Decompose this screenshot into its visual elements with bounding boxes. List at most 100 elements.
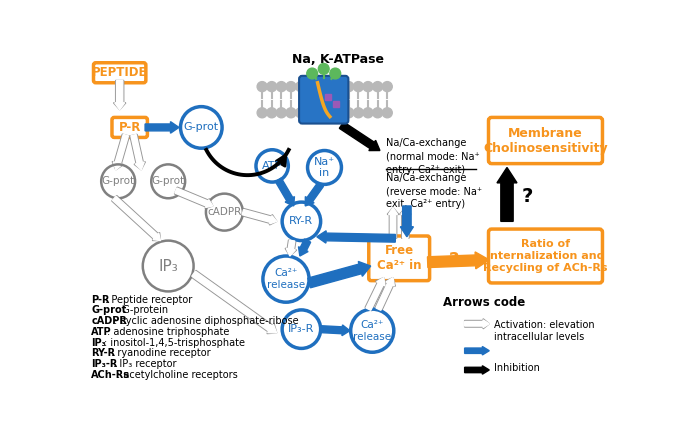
Text: : cyclic adenosine diphosphate-ribose: : cyclic adenosine diphosphate-ribose xyxy=(114,316,299,326)
Text: G-prot: G-prot xyxy=(151,176,185,186)
FancyArrow shape xyxy=(114,81,125,110)
FancyArrow shape xyxy=(242,209,277,225)
Text: IP₃: IP₃ xyxy=(91,338,106,348)
Circle shape xyxy=(334,108,344,118)
Circle shape xyxy=(266,81,277,92)
Circle shape xyxy=(382,81,393,92)
Circle shape xyxy=(307,68,318,79)
FancyArrow shape xyxy=(242,210,277,224)
FancyBboxPatch shape xyxy=(93,63,146,83)
FancyArrow shape xyxy=(365,278,386,311)
FancyArrow shape xyxy=(401,207,410,238)
FancyBboxPatch shape xyxy=(112,117,147,137)
Text: G-prot: G-prot xyxy=(91,305,127,315)
FancyArrow shape xyxy=(192,271,277,333)
FancyArrow shape xyxy=(387,207,399,238)
Text: IP₃-R: IP₃-R xyxy=(288,324,314,334)
Text: Ca²⁺
release: Ca²⁺ release xyxy=(353,320,391,342)
Circle shape xyxy=(296,108,306,118)
Text: cADPR: cADPR xyxy=(208,207,242,217)
Circle shape xyxy=(344,81,353,92)
FancyArrow shape xyxy=(308,262,371,288)
Text: Na/Ca-exchange
(reverse mode: Na⁺
exit, Ca²⁺ entry): Na/Ca-exchange (reverse mode: Na⁺ exit, … xyxy=(386,173,482,209)
Circle shape xyxy=(363,108,373,118)
FancyArrow shape xyxy=(375,278,395,311)
FancyArrow shape xyxy=(175,187,213,209)
Text: Inhibition: Inhibition xyxy=(494,363,540,373)
Text: cADPR: cADPR xyxy=(91,316,127,326)
Bar xyxy=(333,101,339,107)
Text: Na/Ca-exchange
(normal mode: Na⁺
entry, Ca²⁺ exit): Na/Ca-exchange (normal mode: Na⁺ entry, … xyxy=(386,138,480,174)
Circle shape xyxy=(363,81,373,92)
FancyArrow shape xyxy=(464,320,489,328)
Text: : Peptide receptor: : Peptide receptor xyxy=(105,294,192,304)
FancyArrow shape xyxy=(131,135,145,170)
Text: Na, K-ATPase: Na, K-ATPase xyxy=(292,53,384,66)
FancyArrow shape xyxy=(191,271,277,333)
Text: IP₃-R: IP₃-R xyxy=(91,359,118,369)
Text: : inositol-1,4,5-trisphosphate: : inositol-1,4,5-trisphosphate xyxy=(103,338,245,348)
Circle shape xyxy=(296,81,306,92)
Circle shape xyxy=(276,81,286,92)
Text: ATP: ATP xyxy=(262,161,282,171)
FancyArrow shape xyxy=(376,278,395,310)
Text: RY-R: RY-R xyxy=(91,349,115,359)
Text: Activation: elevation
intracellular levels: Activation: elevation intracellular leve… xyxy=(494,320,595,343)
FancyArrow shape xyxy=(112,134,129,170)
FancyBboxPatch shape xyxy=(299,76,349,123)
Circle shape xyxy=(286,81,296,92)
FancyArrow shape xyxy=(145,122,179,133)
FancyArrow shape xyxy=(464,319,489,329)
FancyArrow shape xyxy=(464,366,489,374)
Circle shape xyxy=(319,64,329,74)
FancyArrow shape xyxy=(427,252,489,269)
FancyArrow shape xyxy=(306,182,323,206)
Text: Na⁺
in: Na⁺ in xyxy=(314,157,335,178)
Text: ?: ? xyxy=(521,187,533,206)
Circle shape xyxy=(330,68,340,79)
FancyArrow shape xyxy=(112,196,160,241)
Circle shape xyxy=(325,81,334,92)
Text: ATP: ATP xyxy=(91,327,112,337)
FancyArrow shape xyxy=(339,122,380,151)
Circle shape xyxy=(353,81,363,92)
Text: ACh-Rs: ACh-Rs xyxy=(91,370,130,380)
Text: RY-R: RY-R xyxy=(289,216,314,226)
FancyArrow shape xyxy=(175,188,213,207)
Text: Ca²⁺
release: Ca²⁺ release xyxy=(267,268,305,290)
Text: : adenosine triphosphate: : adenosine triphosphate xyxy=(107,327,229,337)
Circle shape xyxy=(315,108,325,118)
Text: G-prot: G-prot xyxy=(184,123,219,132)
FancyArrow shape xyxy=(316,231,395,243)
FancyArrow shape xyxy=(464,346,489,355)
Circle shape xyxy=(382,108,393,118)
FancyArrow shape xyxy=(388,207,398,238)
Text: P-R: P-R xyxy=(119,121,141,134)
Circle shape xyxy=(266,108,277,118)
Circle shape xyxy=(373,108,383,118)
FancyArrow shape xyxy=(130,134,145,170)
Circle shape xyxy=(276,108,286,118)
Text: Arrows code: Arrows code xyxy=(443,296,525,309)
Text: Ratio of
Internalization and
Recycling of ACh-Rs: Ratio of Internalization and Recycling o… xyxy=(483,239,608,273)
FancyArrow shape xyxy=(286,240,295,256)
FancyArrow shape xyxy=(113,134,128,170)
Text: Free
Ca²⁺ in: Free Ca²⁺ in xyxy=(377,244,421,272)
FancyBboxPatch shape xyxy=(369,236,429,281)
Circle shape xyxy=(353,108,363,118)
Text: P-R: P-R xyxy=(91,294,110,304)
Text: : acetylcholine receptors: : acetylcholine receptors xyxy=(117,370,238,380)
Bar xyxy=(325,94,332,100)
FancyBboxPatch shape xyxy=(488,229,603,283)
Text: : ryanodine receptor: : ryanodine receptor xyxy=(111,349,211,359)
Circle shape xyxy=(306,81,315,92)
Circle shape xyxy=(334,81,344,92)
Circle shape xyxy=(306,108,315,118)
Text: Membrane
Cholinosensitivity: Membrane Cholinosensitivity xyxy=(483,126,608,155)
Text: PEPTIDE: PEPTIDE xyxy=(92,66,147,79)
Text: : IP₃ receptor: : IP₃ receptor xyxy=(113,359,176,369)
FancyArrow shape xyxy=(275,178,295,206)
Text: IP₃: IP₃ xyxy=(158,259,178,274)
FancyArrow shape xyxy=(114,81,126,110)
FancyArrow shape xyxy=(299,239,311,256)
